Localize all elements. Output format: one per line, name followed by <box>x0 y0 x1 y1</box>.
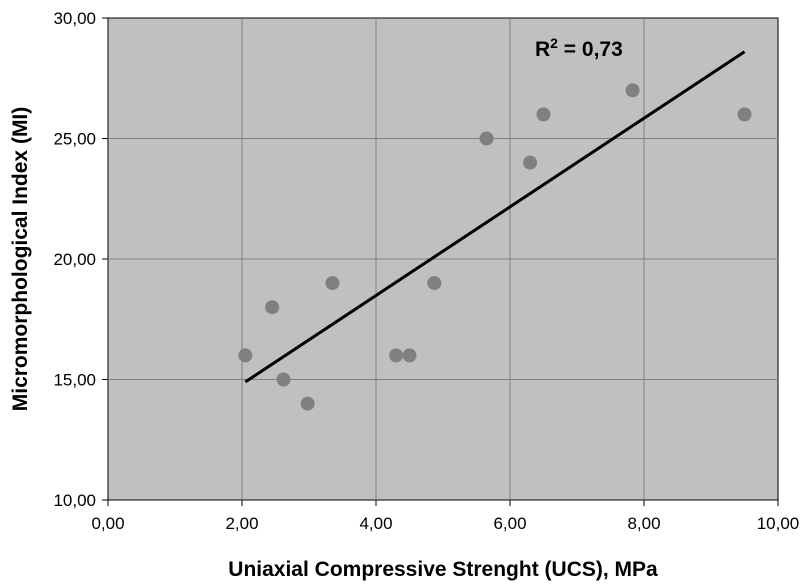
y-tick-label: 15,00 <box>53 371 96 390</box>
x-tick-labels: 0,00 2,00 4,00 6,00 8,00 10,00 <box>91 500 799 533</box>
y-tick-labels: 10,00 15,00 20,00 25,00 30,00 <box>53 9 108 510</box>
data-point <box>389 348 404 363</box>
y-tick-label: 20,00 <box>53 250 96 269</box>
y-axis-title: Micromorphological Index (MI) <box>9 107 32 412</box>
data-point <box>427 276 442 291</box>
y-tick-label: 30,00 <box>53 9 96 28</box>
data-point <box>265 300 280 315</box>
x-axis-title: Uniaxial Compressive Strenght (UCS), MPa <box>228 558 658 581</box>
r-label: R <box>535 38 550 61</box>
data-point <box>536 107 551 122</box>
y-tick-label: 25,00 <box>53 130 96 149</box>
x-tick-label: 6,00 <box>493 514 526 533</box>
data-point <box>238 348 253 363</box>
trendline <box>244 50 746 384</box>
x-tick-label: 0,00 <box>91 514 124 533</box>
data-point <box>523 155 538 170</box>
data-point <box>325 276 340 291</box>
data-points <box>238 83 752 411</box>
x-tick-label: 10,00 <box>757 514 800 533</box>
grid-lines <box>108 18 778 500</box>
data-point <box>737 107 752 122</box>
data-point <box>479 131 494 146</box>
data-point <box>276 372 291 387</box>
x-tick-label: 8,00 <box>627 514 660 533</box>
x-tick-label: 4,00 <box>359 514 392 533</box>
data-point <box>625 83 640 98</box>
y-tick-label: 10,00 <box>53 491 96 510</box>
r-superscript: 2 <box>550 35 558 51</box>
data-point <box>402 348 417 363</box>
x-tick-label: 2,00 <box>225 514 258 533</box>
r-value: = 0,73 <box>558 38 623 61</box>
r-squared-annotation: R2 = 0,73 <box>535 35 623 61</box>
data-point <box>300 396 315 411</box>
